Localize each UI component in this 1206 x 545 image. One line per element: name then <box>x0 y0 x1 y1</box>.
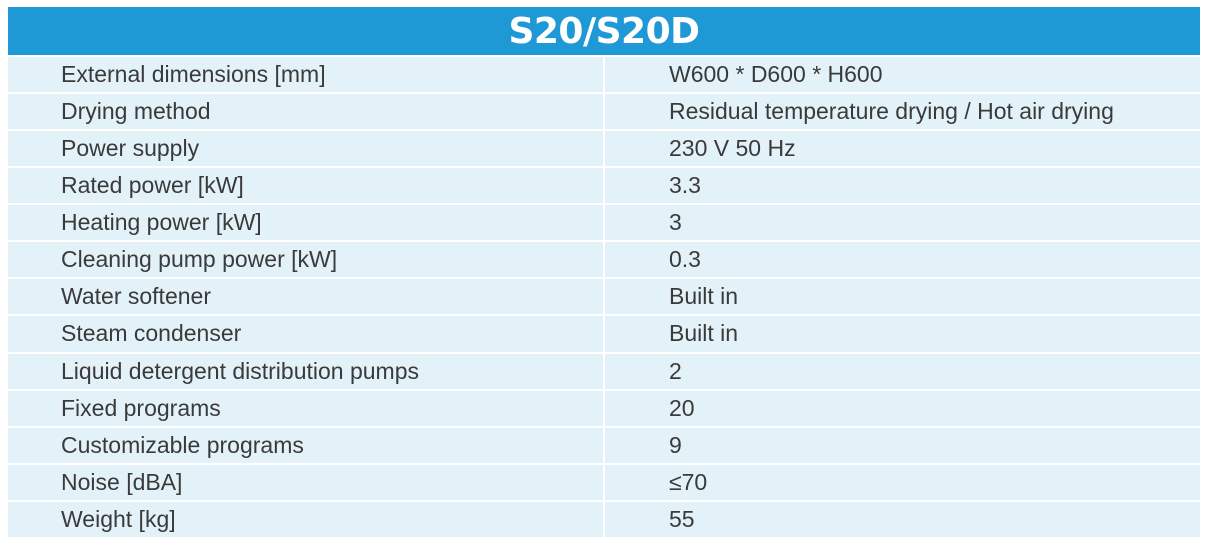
spec-label: Fixed programs <box>8 388 605 427</box>
table-row: Water softener Built in <box>8 277 1200 316</box>
table-row: Weight [kg] 55 <box>8 499 1200 537</box>
spec-value: 2 <box>604 351 1200 390</box>
table-body: External dimensions [mm] W600 * D600 * H6… <box>8 54 1200 537</box>
table-row: Drying method Residual temperature drying… <box>8 92 1200 131</box>
spec-label: Customizable programs <box>8 425 605 464</box>
spec-value: 9 <box>604 425 1200 464</box>
table-row: Power supply 230 V 50 Hz <box>8 129 1200 168</box>
table-row: Fixed programs 20 <box>8 388 1200 427</box>
spec-label: Cleaning pump power [kW] <box>8 240 605 279</box>
table-row: Heating power [kW] 3 <box>8 203 1200 242</box>
table-row: Steam condenser Built in <box>8 314 1200 353</box>
spec-label: Noise [dBA] <box>8 462 605 501</box>
table-row: Cleaning pump power [kW] 0.3 <box>8 240 1200 279</box>
spec-value: 55 <box>604 499 1200 537</box>
spec-table: S20/S20D External dimensions [mm] W600 * … <box>8 7 1200 537</box>
table-row: Customizable programs 9 <box>8 425 1200 464</box>
table-header-row: S20/S20D <box>8 7 1200 56</box>
spec-value: 3.3 <box>604 166 1200 205</box>
spec-label: External dimensions [mm] <box>8 54 605 94</box>
table-row: External dimensions [mm] W600 * D600 * H6… <box>8 54 1200 94</box>
spec-value: 20 <box>604 388 1200 427</box>
spec-value: Residual temperature drying / Hot air dr… <box>604 92 1200 131</box>
spec-value: 230 V 50 Hz <box>604 129 1200 168</box>
spec-value: ≤70 <box>604 462 1200 501</box>
spec-value: Built in <box>604 314 1200 353</box>
spec-label: Liquid detergent distribution pumps <box>8 351 605 390</box>
spec-label: Weight [kg] <box>8 499 605 537</box>
spec-label: Heating power [kW] <box>8 203 605 242</box>
table-title: S20/S20D <box>8 7 1200 56</box>
spec-label: Steam condenser <box>8 314 605 353</box>
spec-value: 3 <box>604 203 1200 242</box>
spec-value: W600 * D600 * H600 <box>604 54 1200 94</box>
table-row: Noise [dBA] ≤70 <box>8 462 1200 501</box>
spec-label: Drying method <box>8 92 605 131</box>
spec-label: Water softener <box>8 277 605 316</box>
spec-label: Rated power [kW] <box>8 166 605 205</box>
table-row: Liquid detergent distribution pumps 2 <box>8 351 1200 390</box>
table-row: Rated power [kW] 3.3 <box>8 166 1200 205</box>
spec-value: 0.3 <box>604 240 1200 279</box>
spec-value: Built in <box>604 277 1200 316</box>
spec-label: Power supply <box>8 129 605 168</box>
